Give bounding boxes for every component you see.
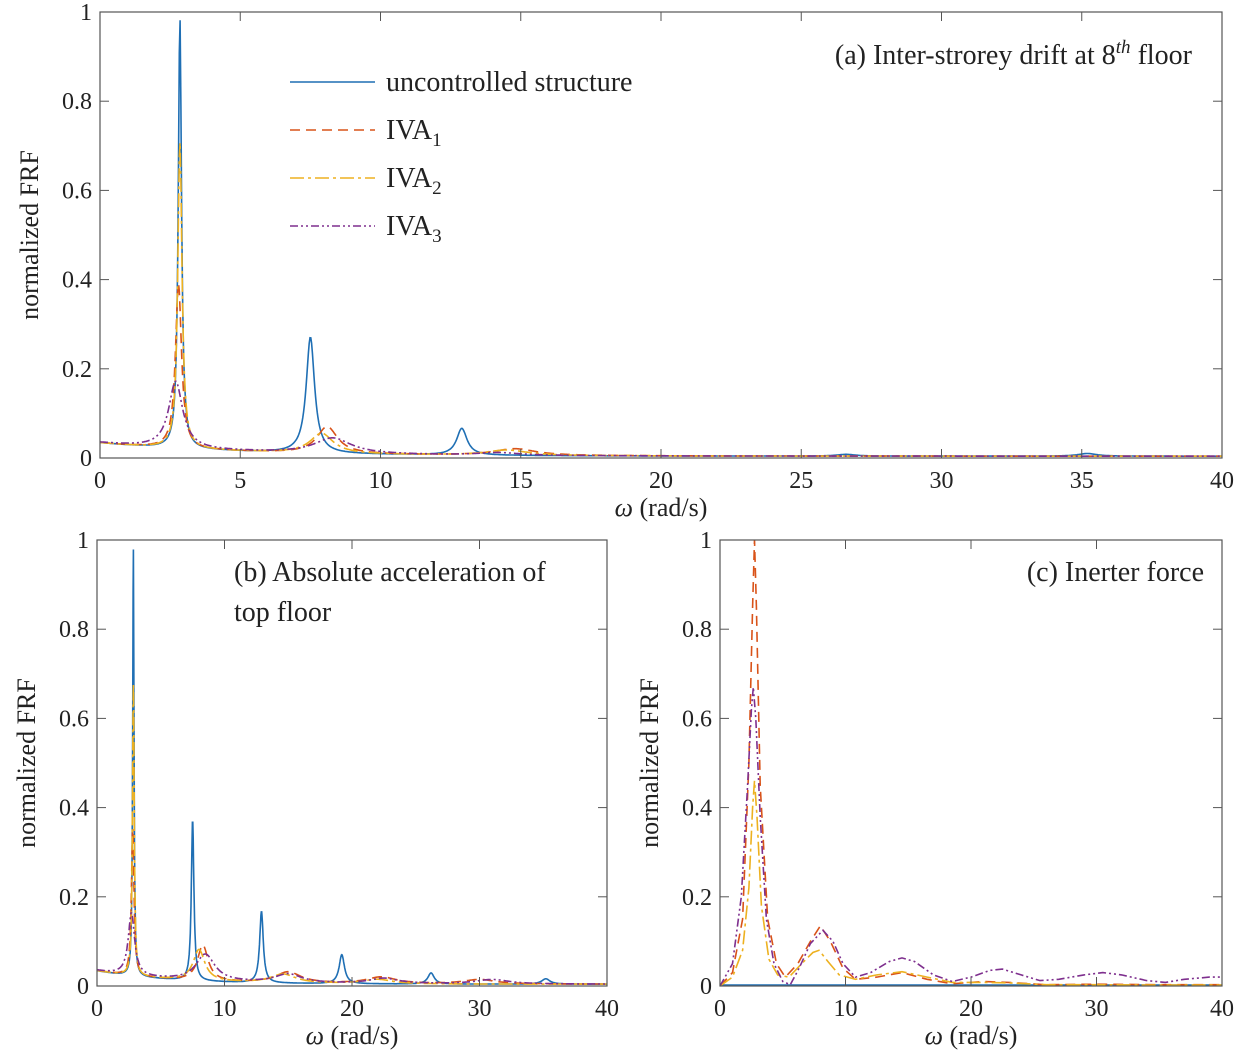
x-tick-label: 30: [930, 468, 954, 494]
x-tick-label: 40: [595, 996, 619, 1022]
panel-annotation-line2: top floor: [234, 597, 332, 628]
y-tick-label: 0.4: [59, 796, 89, 822]
y-tick-label: 0.4: [62, 268, 92, 294]
series-line-iva3: [97, 912, 607, 985]
x-tick-label: 30: [1085, 996, 1109, 1022]
series-group-a: [100, 20, 1222, 457]
x-tick-label: 10: [213, 996, 237, 1022]
legend: uncontrolled structure IVA1 IVA2 IVA3: [290, 67, 632, 247]
series-line-iva2: [100, 142, 1222, 457]
axes-box: [99, 11, 1223, 459]
series-line-iva2: [97, 683, 607, 985]
axes-box: [719, 539, 1223, 987]
y-tick-label: 0.6: [59, 706, 89, 732]
x-tick-label: 10: [369, 468, 393, 494]
x-tick-label: 25: [789, 468, 813, 494]
series-line-iva1: [97, 828, 607, 985]
chart-b: 0 10 20 30 40 0 0.2 0.4 0.6 0.8 1 ω (rad/s) normaliz…: [12, 528, 619, 1050]
y-axis-label: normalized FRF: [15, 150, 44, 320]
y-tick-label: 0: [700, 974, 712, 1000]
y-tick-label: 0.2: [62, 357, 92, 383]
x-tick-label: 35: [1070, 468, 1094, 494]
y-tick-label: 0.8: [682, 617, 712, 643]
y-tick-label: 0: [77, 974, 89, 1000]
x-tick-label: 40: [1210, 996, 1234, 1022]
y-tick-label: 0.6: [62, 178, 92, 204]
series-group-b: [97, 549, 607, 985]
x-tick-label: 40: [1210, 468, 1234, 494]
y-tick-label: 0.2: [59, 885, 89, 911]
panel-annotation: (b) Absolute acceleration of: [234, 557, 546, 588]
x-tick-label: 20: [649, 468, 673, 494]
x-tick-label: 20: [340, 996, 364, 1022]
axes-box: [96, 539, 608, 987]
y-axis-label: normalized FRF: [635, 678, 664, 848]
y-tick-label: 1: [700, 528, 712, 554]
x-tick-label: 30: [468, 996, 492, 1022]
x-tick-label: 10: [834, 996, 858, 1022]
x-axis-label: ω (rad/s): [306, 1021, 399, 1050]
x-axis-label: ω (rad/s): [615, 493, 708, 522]
x-tick-label: 15: [509, 468, 533, 494]
y-axis-label: normalized FRF: [12, 678, 41, 848]
panel-annotation: (c) Inerter force: [1027, 557, 1204, 588]
series-line-uncontrolled: [97, 549, 607, 985]
series-line-iva2: [720, 780, 1222, 986]
y-tick-label: 0.4: [682, 796, 712, 822]
series-line-iva3: [100, 380, 1222, 457]
series-line-iva1: [720, 540, 1222, 986]
y-tick-label: 1: [77, 528, 89, 554]
y-tick-label: 0.8: [59, 617, 89, 643]
series-line-iva1: [100, 283, 1222, 457]
x-tick-label: 20: [959, 996, 983, 1022]
y-tick-label: 0.2: [682, 885, 712, 911]
chart-a: 0 5 10 15 20 25 30 35 40 0 0.2 0.4 0.6 0.8 1 ω (rad/s) n…: [15, 0, 1234, 522]
legend-label-iva3: IVA3: [386, 211, 442, 247]
series-group-c: [720, 540, 1222, 986]
x-tick-label: 0: [714, 996, 726, 1022]
x-tick-label: 0: [94, 468, 106, 494]
x-tick-label: 5: [234, 468, 246, 494]
series-line-iva3: [720, 687, 1222, 986]
legend-label-iva1: IVA1: [386, 115, 442, 151]
panel-annotation: (a) Inter-strorey drift at 8th floor: [835, 37, 1193, 71]
x-tick-label: 0: [91, 996, 103, 1022]
series-line-uncontrolled: [100, 20, 1222, 457]
y-tick-label: 0.6: [682, 706, 712, 732]
legend-label-uncontrolled: uncontrolled structure: [386, 67, 632, 98]
x-axis-label: ω (rad/s): [925, 1021, 1018, 1050]
y-tick-label: 0.8: [62, 89, 92, 115]
y-tick-label: 1: [80, 0, 92, 26]
y-tick-label: 0: [80, 446, 92, 472]
chart-c: 0 10 20 30 40 0 0.2 0.4 0.6 0.8 1 ω (rad/s) normaliz…: [635, 528, 1234, 1050]
legend-label-iva2: IVA2: [386, 163, 442, 199]
